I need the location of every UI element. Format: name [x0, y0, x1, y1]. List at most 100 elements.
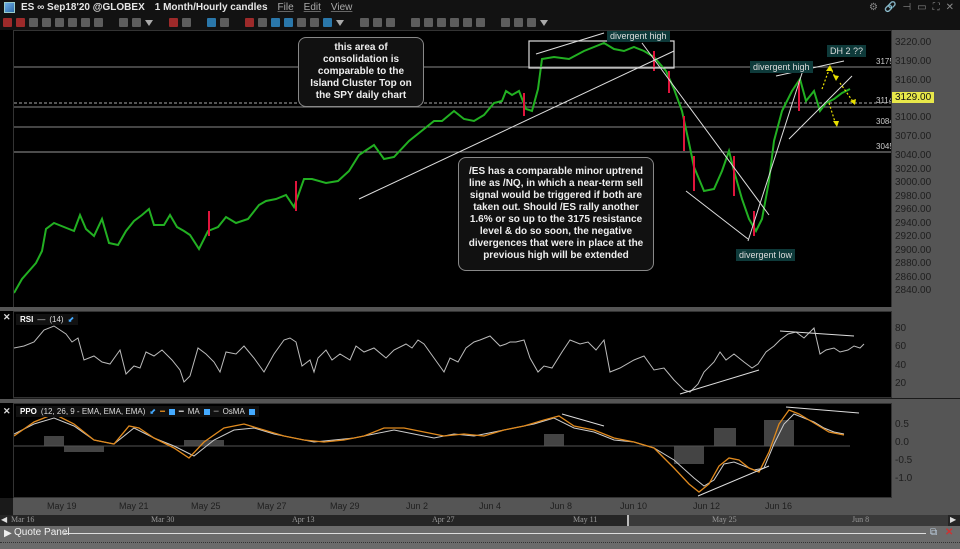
grid-icon[interactable] [42, 18, 51, 27]
print-icon[interactable] [55, 18, 64, 27]
close-ppo-icon[interactable]: ✕ [3, 406, 11, 416]
redo-icon[interactable] [310, 18, 319, 27]
close-rsi-icon[interactable]: ✕ [3, 312, 11, 322]
maximize-icon[interactable]: ⛶ [932, 2, 940, 13]
compress-icon[interactable] [437, 18, 446, 27]
fib-icon[interactable] [373, 18, 382, 27]
rsi-line-svg [14, 325, 865, 395]
snapshot-icon[interactable] [94, 18, 103, 27]
date-axis[interactable]: May 19 May 21 May 25 May 27 May 29 Jun 2… [13, 498, 892, 515]
refresh-icon[interactable] [514, 18, 523, 27]
scroll-right-icon[interactable]: ▶ [950, 515, 957, 524]
rsi-line-swatch: — [37, 315, 46, 324]
ppo-legend[interactable]: PPO (12, 26, 9 - EMA, EMA, EMA) ⬋ ━ ━ MA… [16, 406, 259, 417]
text-box-icon[interactable] [284, 18, 293, 27]
multi-chart-icon[interactable] [132, 18, 141, 27]
bar-type-icon[interactable] [182, 18, 191, 27]
price-chart-pane[interactable]: this area of consolidation is comparable… [13, 30, 892, 308]
layout-icon[interactable] [119, 18, 128, 27]
price-tick: 3190.00 [895, 56, 932, 67]
ppo-pane[interactable]: PPO (12, 26, 9 - EMA, EMA, EMA) ⬋ ━ ━ MA… [13, 403, 892, 498]
dropdown-icon[interactable] [145, 19, 153, 26]
uptrend-callout: /ES has a comparable minor uptrend line … [458, 157, 654, 271]
wrench-icon[interactable] [527, 18, 536, 27]
divergent-high-tag-1: divergent high [607, 31, 670, 42]
channel-icon[interactable] [360, 18, 369, 27]
date-tick: May 19 [47, 501, 77, 511]
menu-view[interactable]: View [330, 2, 353, 13]
divergent-high-tag-2: divergent high [750, 61, 813, 73]
pane-divider[interactable] [0, 307, 960, 311]
ppo-axis[interactable]: 0.5 0.0 -0.5 -1.0 [892, 403, 960, 498]
zoom-out-icon[interactable] [424, 18, 433, 27]
link-icon[interactable]: 🔗 [883, 2, 897, 13]
target-icon[interactable] [245, 18, 254, 27]
date-tick: Jun 8 [550, 501, 573, 511]
price-tick: 3070.00 [895, 131, 932, 142]
menu-file[interactable]: File [277, 2, 294, 13]
ma-visible-checkbox[interactable] [203, 408, 210, 415]
draw-line-icon[interactable] [169, 18, 178, 27]
osma-visible-checkbox[interactable] [248, 408, 255, 415]
crosshair-icon[interactable] [16, 18, 25, 27]
zoom-in-icon[interactable] [411, 18, 420, 27]
dh2-tag: DH 2 ?? [827, 45, 867, 57]
date-tick: Jun 4 [479, 501, 502, 511]
close-quote-panel-icon[interactable]: ✕ [945, 527, 954, 538]
pane-divider-2[interactable] [0, 399, 960, 403]
gear-icon[interactable]: ⚙ [869, 2, 878, 13]
expand-icon[interactable] [450, 18, 459, 27]
rsi-params: (14) [49, 315, 64, 324]
price-axis[interactable]: 3220.00 3190.00 3160.00 3129.00 3100.00 … [892, 30, 960, 308]
settings-icon[interactable]: ⬋ [67, 315, 75, 324]
undo-icon[interactable] [297, 18, 306, 27]
date-tick: Jun 10 [620, 501, 648, 511]
quote-panel: ▶ Quote Panel ⧉ ✕ [0, 526, 960, 549]
scroll-icon[interactable] [476, 18, 485, 27]
rsi-legend[interactable]: RSI — (14) ⬋ [16, 314, 79, 325]
delete-icon[interactable] [3, 18, 12, 27]
overview-window-handle[interactable] [627, 515, 948, 526]
rsi-axis[interactable]: 80 60 40 20 [892, 311, 960, 398]
minimize-icon[interactable]: ▭ [917, 2, 927, 13]
pitchfork-icon[interactable] [386, 18, 395, 27]
overview-tick: May 25 [712, 515, 737, 524]
dropdown-icon-2[interactable] [336, 19, 344, 26]
more-icon[interactable] [540, 19, 548, 26]
date-tick: Jun 12 [693, 501, 721, 511]
overview-scroller[interactable]: ◀ Mar 16 Mar 30 Apr 13 Apr 27 May 11 May… [0, 515, 960, 526]
consolidation-callout: this area of consolidation is comparable… [298, 37, 424, 107]
detach-icon[interactable]: ⧉ [930, 527, 938, 538]
expand-quote-panel-icon[interactable]: ▶ [4, 528, 12, 539]
symbol-selector[interactable]: ES ∞ Sep18'20 @GLOBEX [21, 2, 145, 13]
arrow-icon[interactable] [323, 18, 332, 27]
left-gutter [0, 30, 13, 498]
fit-icon[interactable] [463, 18, 472, 27]
date-tick: May 21 [119, 501, 149, 511]
zoom-tool-icon[interactable] [68, 18, 77, 27]
alert-icon[interactable] [501, 18, 510, 27]
price-tick: 2860.00 [895, 272, 932, 283]
price-chart-svg [14, 32, 891, 294]
trend-tool-icon[interactable] [258, 18, 267, 27]
scroll-left-icon[interactable]: ◀ [1, 515, 8, 524]
circle-icon[interactable] [81, 18, 90, 27]
quote-panel-label[interactable]: Quote Panel [14, 527, 70, 538]
rsi-label: RSI [20, 315, 34, 324]
hand-icon[interactable] [29, 18, 38, 27]
study-icon[interactable] [220, 18, 229, 27]
pin-icon[interactable]: ⊣ [902, 2, 912, 13]
level-label-3045: 3045.85 [876, 142, 891, 151]
ppo-tick: -1.0 [895, 473, 913, 484]
rsi-pane[interactable]: RSI — (14) ⬋ [13, 311, 892, 398]
text-tool-icon[interactable] [271, 18, 280, 27]
ppo-visible-checkbox[interactable] [168, 408, 175, 415]
settings-icon[interactable]: ⬋ [149, 407, 157, 416]
level-label-3114: 3114.12 [876, 96, 891, 105]
price-tick: 3000.00 [895, 177, 932, 188]
osma-label: OsMA [222, 407, 245, 416]
menu-edit[interactable]: Edit [303, 2, 321, 13]
close-icon[interactable]: ✕ [945, 2, 954, 13]
mountain-icon[interactable] [207, 18, 216, 27]
timeframe-selector[interactable]: 1 Month/Hourly candles [154, 2, 268, 13]
